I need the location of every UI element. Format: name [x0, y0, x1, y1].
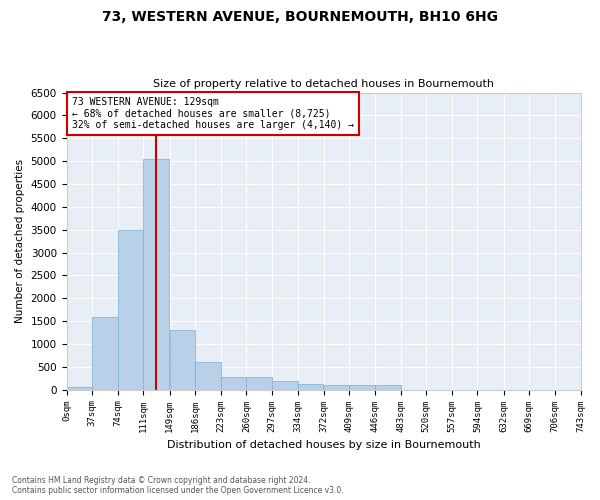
Bar: [118, 230, 143, 390]
Bar: [170, 330, 195, 390]
Bar: [272, 380, 298, 390]
X-axis label: Distribution of detached houses by size in Bournemouth: Distribution of detached houses by size …: [167, 440, 481, 450]
Y-axis label: Number of detached properties: Number of detached properties: [15, 159, 25, 323]
Bar: [92, 316, 118, 390]
Text: 73, WESTERN AVENUE, BOURNEMOUTH, BH10 6HG: 73, WESTERN AVENUE, BOURNEMOUTH, BH10 6H…: [102, 10, 498, 24]
Bar: [375, 385, 401, 390]
Bar: [143, 159, 169, 390]
Bar: [247, 377, 272, 390]
Bar: [349, 385, 375, 390]
Title: Size of property relative to detached houses in Bournemouth: Size of property relative to detached ho…: [153, 79, 494, 89]
Bar: [195, 362, 221, 390]
Bar: [324, 385, 349, 390]
Text: 73 WESTERN AVENUE: 129sqm
← 68% of detached houses are smaller (8,725)
32% of se: 73 WESTERN AVENUE: 129sqm ← 68% of detac…: [71, 97, 353, 130]
Text: Contains HM Land Registry data © Crown copyright and database right 2024.
Contai: Contains HM Land Registry data © Crown c…: [12, 476, 344, 495]
Bar: [298, 384, 323, 390]
Bar: [67, 388, 92, 390]
Bar: [221, 377, 247, 390]
